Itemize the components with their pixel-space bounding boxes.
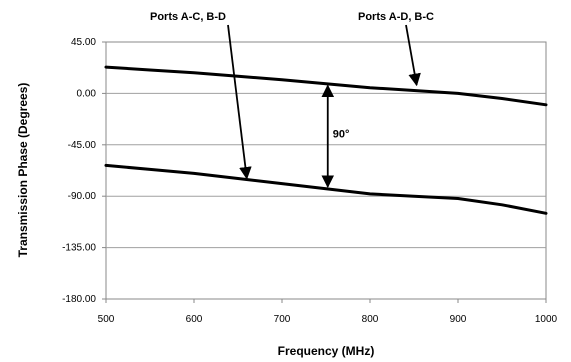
x-tick-label: 600 [186, 314, 203, 325]
y-tick-labels: 45.00 0.00 -45.00 -90.00 -135.00 -180.00 [62, 37, 106, 305]
annotation-ports-ac-bd: Ports A-C, B-D [150, 11, 226, 23]
series-layer [104, 65, 548, 215]
annotation-ports-ad-bc: Ports A-D, B-C [358, 11, 434, 23]
y-tick-label: 45.00 [71, 37, 96, 48]
y-axis-title: Transmission Phase (Degrees) [16, 83, 30, 258]
series-line-1 [104, 65, 548, 107]
y-tick-label: 0.00 [77, 88, 97, 99]
y-tick-label: -45.00 [68, 140, 97, 151]
series-line-2 [104, 163, 548, 215]
y-tick-label: -180.00 [62, 294, 96, 305]
x-tick-label: 800 [362, 314, 379, 325]
arrow-ports-ad-bc [405, 24, 421, 87]
annotation-layer: Ports A-C, B-D Ports A-D, B-C 90° [150, 11, 434, 189]
annotation-90-degrees: 90° [333, 128, 350, 140]
arrow-ports-ac-bd [227, 24, 252, 180]
y-tick-label: -135.00 [62, 243, 96, 254]
x-axis-title: Frequency (MHz) [278, 344, 375, 358]
x-tick-labels: 500 600 700 800 900 1000 [98, 299, 558, 325]
x-tick-label: 1000 [535, 314, 558, 325]
y-tick-label: -90.00 [68, 191, 97, 202]
x-tick-label: 700 [274, 314, 291, 325]
x-tick-label: 500 [98, 314, 115, 325]
x-tick-label: 900 [450, 314, 467, 325]
